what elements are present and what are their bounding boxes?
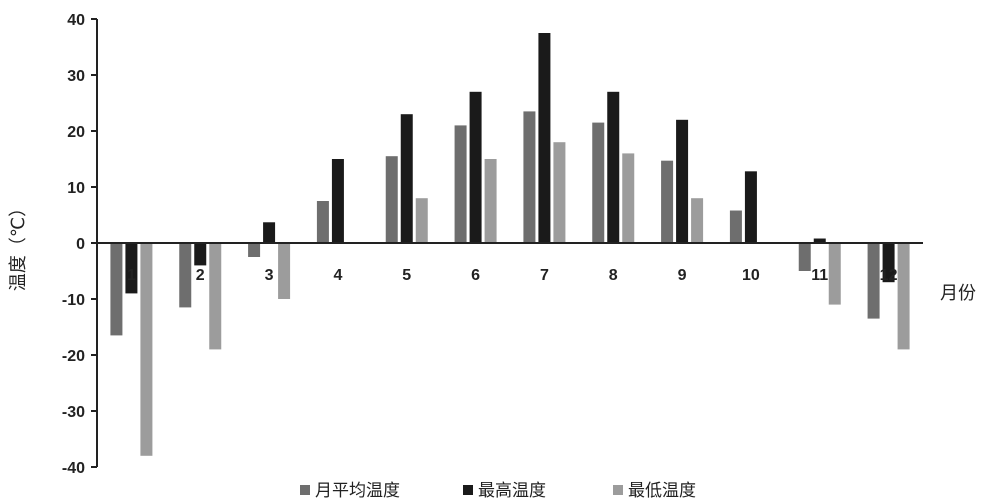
x-tick-label: 4 [333,267,342,284]
y-tick-label: 20 [67,124,85,141]
x-tick-label: 8 [609,267,618,284]
bar [607,91,620,243]
bar [676,119,689,243]
x-tick-label: 5 [402,267,411,284]
legend-swatch [463,485,473,495]
y-tick-label: 0 [76,236,85,253]
x-tick-label: 9 [678,267,687,284]
bar [316,201,329,243]
bar [523,111,536,244]
bar [592,122,605,243]
x-tick-label: 10 [742,267,760,284]
bar [194,243,207,266]
bar [248,243,261,257]
bar [813,238,826,243]
x-tick-label: 3 [265,267,274,284]
bar [729,210,742,243]
bar [897,243,910,350]
bar [385,156,398,243]
y-tick-label: 10 [67,180,85,197]
bar [125,243,138,294]
bar [622,153,635,243]
bar [415,198,428,243]
x-tick-label: 6 [471,267,480,284]
bar [538,33,551,243]
legend-item: 最高温度 [463,481,546,501]
bar [179,243,192,308]
bar [828,243,841,305]
bar [454,125,467,243]
legend-item: 最低温度 [613,481,696,501]
y-tick-label: -20 [62,348,85,365]
bar [798,243,811,271]
bars-layer [110,33,910,456]
bar [209,243,222,350]
y-tick-label: 40 [67,12,85,29]
legend-swatch [613,485,623,495]
y-tick-label: -10 [62,292,85,309]
bar [140,243,153,456]
bar [691,198,704,243]
legend-item: 月平均温度 [300,481,400,501]
legend-label: 月平均温度 [315,481,400,501]
x-tick-label: 1 [127,267,136,284]
y-axis-title: 温度（℃） [8,199,29,291]
x-tick-labels: 1 2 3 4 5 6 7 8 9 10 11 12 [127,267,898,284]
bar [263,222,276,243]
bar [331,159,344,243]
x-tick-label: 11 [811,267,828,284]
bar [744,171,757,243]
legend-swatch [300,485,310,495]
legend-label: 最低温度 [628,481,696,501]
bar [867,243,880,319]
legend-label: 最高温度 [478,481,546,501]
bar [110,243,123,336]
x-axis-title: 月份 [940,283,976,304]
bar [400,114,413,243]
y-tick-label: -40 [62,460,85,477]
x-tick-label: 2 [196,267,205,284]
bar [661,160,674,243]
bar [469,91,482,243]
bar [553,142,566,243]
y-tick-label: 30 [67,68,85,85]
bar [484,159,497,243]
y-tick-label: -30 [62,404,85,421]
legend: 月平均温度 最高温度 最低温度 [300,481,696,501]
x-tick-label: 12 [880,267,898,284]
y-ticks: -40 -30 -20 -10 0 10 20 30 40 [62,12,97,477]
x-tick-label: 7 [540,267,549,284]
bar [882,243,895,283]
bar [278,243,291,299]
